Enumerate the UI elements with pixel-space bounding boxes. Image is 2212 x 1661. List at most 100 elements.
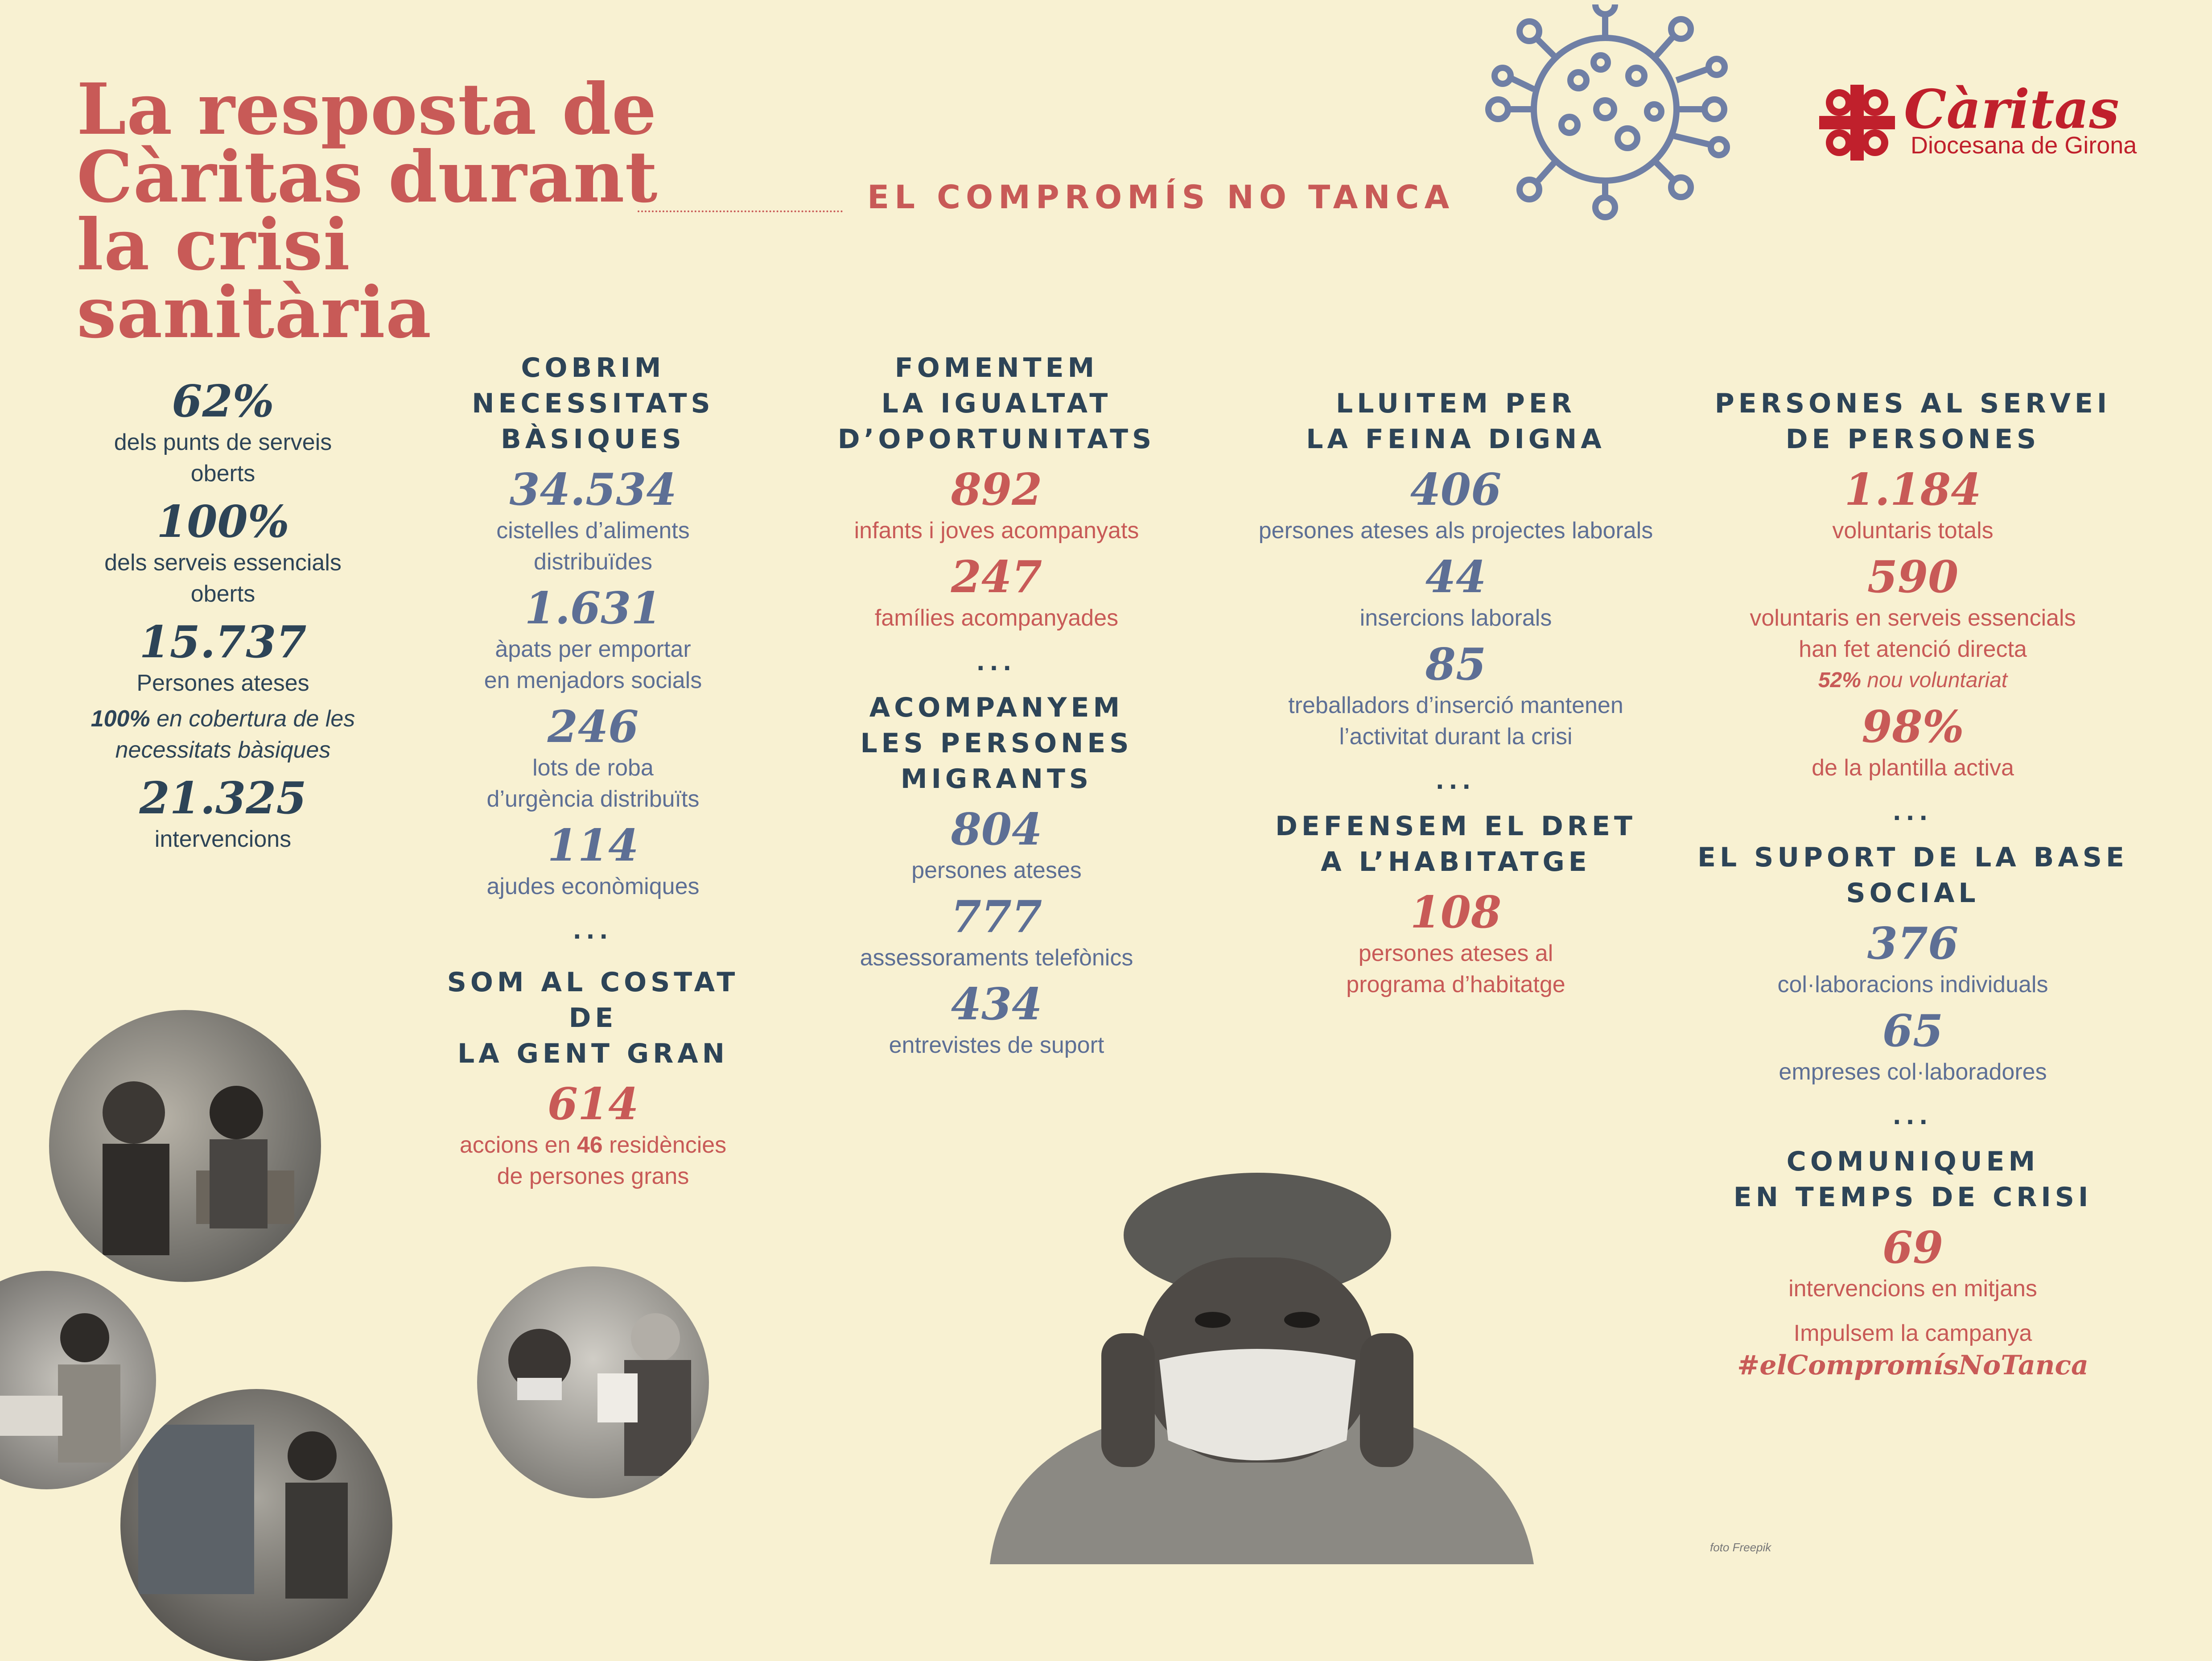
stat-label: dels punts de serveis oberts bbox=[114, 429, 332, 486]
work-column: LLUITEM PER LA FEINA DIGNA 406 persones … bbox=[1240, 386, 1672, 1000]
stat-label: col·laboracions individuals bbox=[1777, 972, 2048, 997]
stat-value: 804 bbox=[951, 804, 1042, 855]
stat-label: persones ateses bbox=[911, 857, 1082, 883]
stat-block: 804 persones ateses bbox=[825, 805, 1168, 886]
stat-label: de la plantilla activa bbox=[1812, 755, 2014, 781]
stat-value: 100% bbox=[157, 496, 289, 548]
stat-block: 246 lots de roba d’urgència distribuïts bbox=[437, 702, 749, 815]
sewing-illustration bbox=[0, 1313, 120, 1463]
logo-subtitle: Diocesana de Girona bbox=[1911, 132, 2137, 159]
stat-value: 892 bbox=[951, 464, 1042, 515]
stat-label: lots de roba d’urgència distribuïts bbox=[486, 755, 700, 812]
stat-value: 98% bbox=[1862, 701, 1964, 753]
separator-dots: ... bbox=[976, 644, 1017, 676]
stat-value: 108 bbox=[1410, 887, 1502, 938]
stat-block: 85 treballadors d’inserció mantenen l’ac… bbox=[1240, 640, 1672, 752]
sewing-photo bbox=[0, 1271, 156, 1489]
stat-block: 1.631 àpats per emportar en menjadors so… bbox=[437, 584, 749, 696]
stat-label: voluntaris en serveis essencials han fet… bbox=[1750, 605, 2076, 662]
stat-value: 65 bbox=[1882, 1006, 1944, 1057]
stat-label: Persones ateses bbox=[136, 670, 309, 696]
stat-value: 1.631 bbox=[524, 583, 662, 634]
stat-block: 376 col·laboracions individuals bbox=[1677, 919, 2149, 1000]
stat-value: 85 bbox=[1425, 639, 1487, 690]
tagline: EL COMPROMÍS NO TANCA bbox=[867, 178, 1455, 216]
caritas-logo: Càritas Diocesana de Girona bbox=[1815, 78, 2154, 169]
stat-block: 65 empreses col·laboradores bbox=[1677, 1006, 2149, 1088]
stat-value: 246 bbox=[547, 701, 639, 753]
equality-column: FOMENTEM LA IGUALTAT D’OPORTUNITATS 892 … bbox=[825, 350, 1168, 1061]
stat-label: assessoraments telefònics bbox=[860, 945, 1133, 971]
stat-label: persones ateses als projectes laborals bbox=[1258, 518, 1653, 544]
stat-label: voluntaris totals bbox=[1832, 518, 1994, 544]
stat-value: 777 bbox=[951, 891, 1042, 943]
stat-block: 614 accions en 46 residències de persones… bbox=[437, 1080, 749, 1192]
stat-block: 98% de la plantilla activa bbox=[1677, 702, 2149, 783]
stat-block: 44 insercions laborals bbox=[1240, 552, 1672, 634]
stat-label: infants i joves acompanyats bbox=[854, 518, 1139, 544]
stat-block: 777 assessoraments telefònics bbox=[825, 892, 1168, 973]
section-heading: COMUNIQUEM EN TEMPS DE CRISI bbox=[1733, 1146, 2093, 1213]
stat-value: 62% bbox=[172, 376, 274, 427]
page-title: La resposta de Càritas durant la crisi s… bbox=[77, 74, 701, 348]
stat-label: accions en 46 residències de persones gra… bbox=[459, 1132, 727, 1189]
section-heading: DEFENSEM EL DRET A L’HABITATGE bbox=[1275, 811, 1636, 878]
section-heading: ACOMPANYEM LES PERSONES MIGRANTS bbox=[860, 692, 1133, 795]
section-heading: PERSONES AL SERVEI DE PERSONES bbox=[1714, 388, 2111, 455]
stat-block: 34.534 cistelles d’aliments distribuïdes bbox=[437, 465, 749, 577]
stat-block: 108 persones ateses al programa d’habita… bbox=[1240, 888, 1672, 1000]
coverage-pct: 100% bbox=[91, 706, 150, 732]
stat-value: 590 bbox=[1867, 552, 1959, 603]
stat-label: entrevistes de suport bbox=[889, 1032, 1104, 1058]
stat-block: 100% dels serveis essencials oberts bbox=[85, 497, 361, 610]
stat-value: 114 bbox=[547, 820, 639, 871]
stat-block: 69 intervencions en mitjans bbox=[1677, 1223, 2149, 1304]
section-heading: SOM AL COSTAT DE LA GENT GRAN bbox=[447, 967, 739, 1069]
stat-label: dels serveis essencials oberts bbox=[104, 550, 342, 607]
campaign-hashtag[interactable]: #elCompromísNoTanca bbox=[1737, 1350, 2088, 1381]
coverage-text: en cobertura de les bbox=[150, 706, 355, 732]
section-heading: LLUITEM PER LA FEINA DIGNA bbox=[1306, 388, 1606, 455]
separator-dots: ... bbox=[1436, 763, 1476, 795]
stat-value: 69 bbox=[1882, 1222, 1944, 1274]
stat-label: ajudes econòmiques bbox=[486, 874, 700, 899]
stat-block: 247 famílies acompanyades bbox=[825, 552, 1168, 634]
coverage-text: necessitats bàsiques bbox=[115, 737, 331, 763]
summary-column: 62% dels punts de serveis oberts 100% de… bbox=[85, 377, 361, 855]
stat-label: persones ateses al programa d’habitatge bbox=[1346, 940, 1565, 997]
campaign-text: Impulsem la campanya bbox=[1793, 1320, 2032, 1346]
stat-label: famílies acompanyades bbox=[874, 605, 1119, 631]
stat-value: 614 bbox=[547, 1079, 639, 1130]
stat-value: 15.737 bbox=[139, 617, 307, 668]
stat-block: 114 ajudes econòmiques bbox=[437, 821, 749, 902]
title-divider bbox=[638, 210, 843, 212]
stat-value: 21.325 bbox=[139, 773, 307, 824]
volunteers-column: PERSONES AL SERVEI DE PERSONES 1.184 vol… bbox=[1677, 386, 2149, 1382]
separator-dots: ... bbox=[573, 913, 613, 945]
elderly-illustration bbox=[508, 1313, 691, 1476]
stat-block: 590 voluntaris en serveis essencials han… bbox=[1677, 552, 2149, 696]
stat-label: empreses col·laboradores bbox=[1779, 1059, 2047, 1085]
warehouse-illustration bbox=[138, 1425, 348, 1599]
photo-credit: foto Freepik bbox=[1710, 1541, 1771, 1554]
stat-value: 376 bbox=[1867, 918, 1959, 969]
section-heading: FOMENTEM LA IGUALTAT D’OPORTUNITATS bbox=[837, 352, 1156, 455]
stat-value: 406 bbox=[1410, 464, 1502, 515]
separator-dots: ... bbox=[1893, 794, 1933, 826]
stat-block: 62% dels punts de serveis oberts bbox=[85, 377, 361, 489]
warehouse-photo bbox=[120, 1389, 392, 1661]
stat-label: intervencions en mitjans bbox=[1788, 1276, 2037, 1302]
title-line: Càritas durant bbox=[77, 136, 658, 218]
stat-block: 1.184 voluntaris totals bbox=[1677, 465, 2149, 546]
stat-label: cistelles d’aliments distribuïdes bbox=[496, 518, 690, 575]
stat-block: 15.737 Persones ateses 100% en cobertura… bbox=[85, 618, 361, 766]
stat-value: 1.184 bbox=[1844, 464, 1981, 515]
elderly-photo bbox=[477, 1266, 709, 1498]
stat-label: insercions laborals bbox=[1359, 605, 1552, 631]
separator-dots: ... bbox=[1893, 1098, 1933, 1130]
new-volunteers-note: 52% nou voluntariat bbox=[1818, 668, 2008, 692]
stat-value: 34.534 bbox=[509, 464, 677, 515]
volunteers-illustration bbox=[103, 1081, 294, 1255]
caritas-hearts-cross-icon bbox=[1819, 85, 1895, 161]
coverage-note: 100% en cobertura de les necessitats bàsi… bbox=[85, 703, 361, 766]
